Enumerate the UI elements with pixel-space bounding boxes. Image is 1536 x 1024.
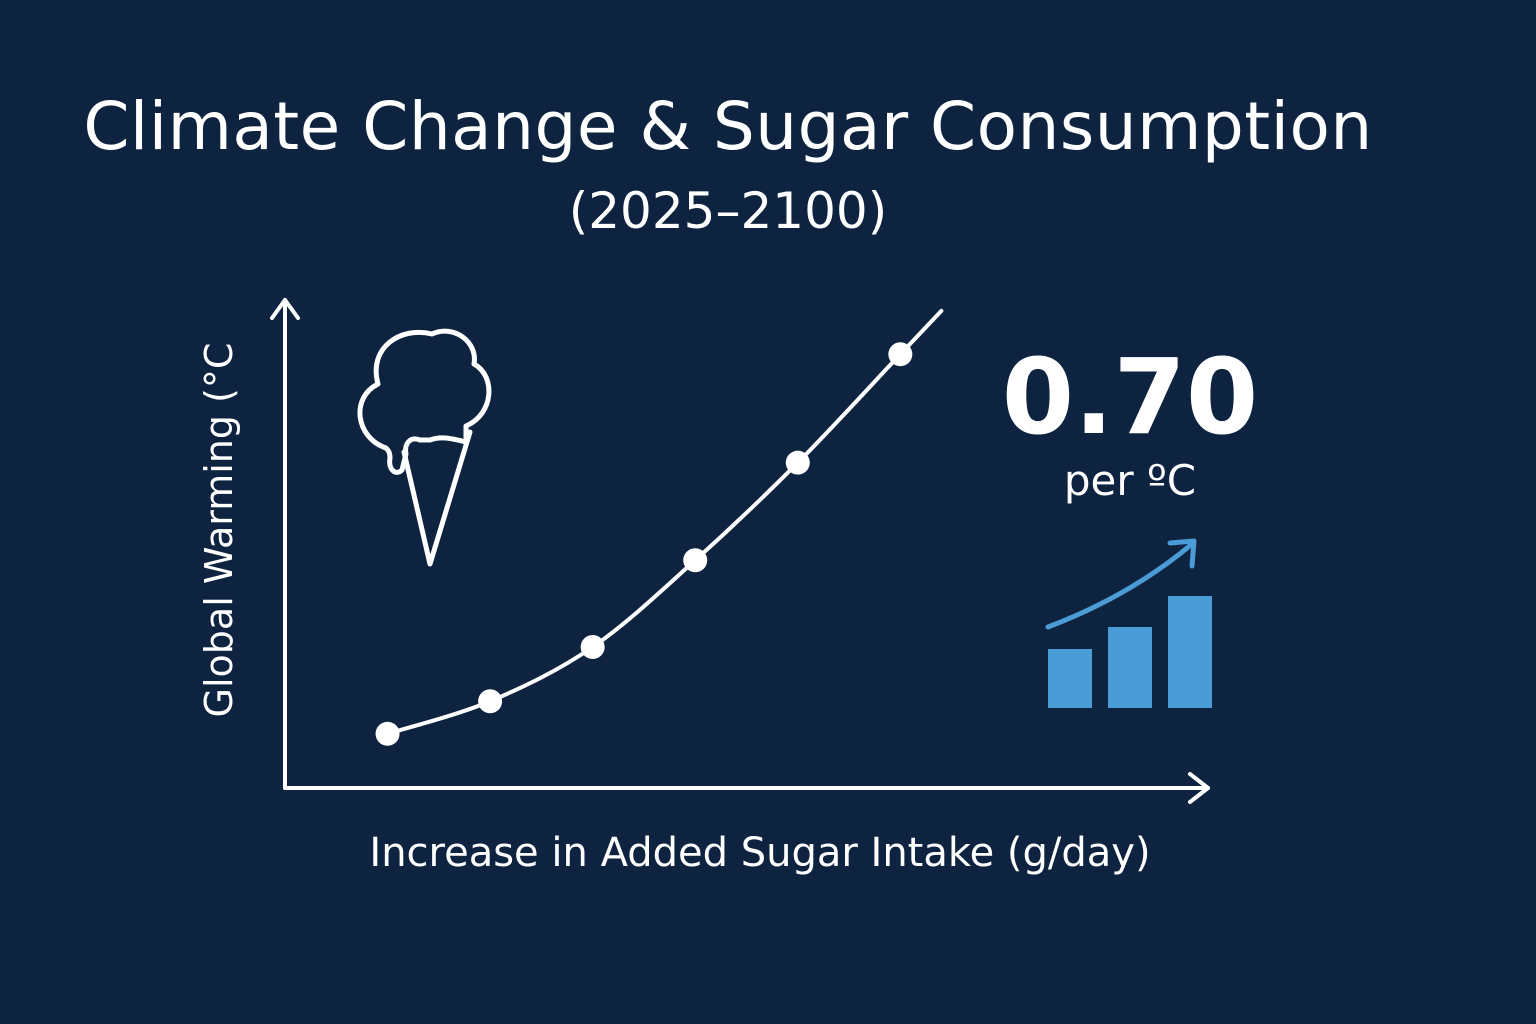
chart-title: Climate Change & Sugar Consumption — [83, 88, 1373, 165]
data-point — [683, 548, 708, 573]
data-point — [888, 342, 913, 367]
data-point — [478, 689, 503, 714]
data-point — [375, 721, 400, 746]
axes — [270, 298, 1210, 804]
y-axis-label: Global Warming (°C — [197, 343, 241, 718]
data-point — [785, 450, 810, 475]
trend-arrow-head — [1167, 538, 1197, 569]
stat-unit: per ºC — [1063, 456, 1197, 505]
series-line — [385, 308, 944, 736]
stat-value: 0.70 — [1001, 336, 1259, 458]
bar-chart-trend-up-icon — [1045, 538, 1212, 708]
trend-bar — [1108, 627, 1152, 708]
x-axis-arrow — [1188, 772, 1210, 804]
ice-cream-cone-icon — [357, 328, 492, 567]
y-axis-arrow — [270, 298, 300, 320]
trend-bar — [1048, 649, 1092, 708]
data-point — [580, 635, 605, 660]
chart-subtitle: (2025–2100) — [568, 182, 888, 240]
x-axis-label: Increase in Added Sugar Intake (g/day) — [369, 830, 1150, 876]
series-points — [375, 342, 913, 746]
trend-arrow-curve — [1045, 541, 1195, 630]
trend-bar — [1168, 596, 1212, 708]
